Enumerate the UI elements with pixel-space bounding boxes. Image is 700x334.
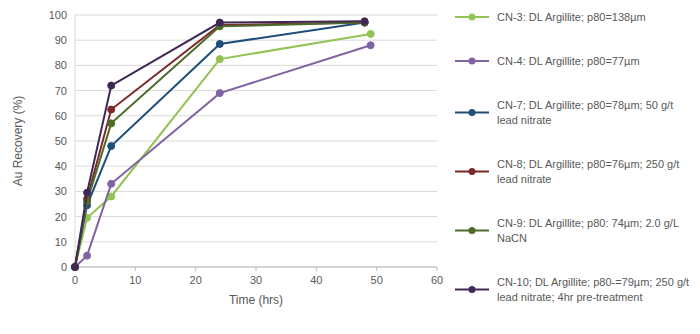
series-point	[367, 42, 374, 49]
series-line	[75, 21, 365, 267]
x-tick-label: 40	[310, 274, 322, 286]
series-line	[75, 34, 371, 267]
grid-line	[75, 216, 437, 217]
grid-line	[75, 65, 437, 66]
x-tick	[437, 267, 438, 271]
legend-label-line: CN-4: DL Argillite; p80=77µm	[497, 55, 640, 67]
grid-line	[75, 40, 437, 41]
grid-line	[75, 90, 437, 91]
x-tick	[135, 267, 136, 271]
legend-label-line: CN-8; DL Argillite; p80=76µm; 250 g/t	[497, 158, 679, 170]
series-point	[72, 264, 79, 271]
y-tick-label: 90	[55, 34, 67, 46]
series-point	[216, 90, 223, 97]
y-tick-label: 40	[55, 160, 67, 172]
series-point	[108, 180, 115, 187]
grid-line	[75, 191, 437, 192]
series-point	[72, 264, 79, 271]
series-point	[84, 252, 91, 259]
legend-label: CN-8; DL Argillite; p80=76µm; 250 g/t lea…	[497, 158, 679, 185]
series-point	[72, 264, 79, 271]
legend-label-line: CN-7; DL Argillite; p80=78µm; 50 g/t	[497, 99, 673, 111]
series-point	[72, 264, 79, 271]
series-point	[367, 30, 374, 37]
x-tick-label: 0	[72, 274, 78, 286]
legend-marker	[469, 286, 476, 293]
series-point	[108, 82, 115, 89]
x-tick-label: 30	[250, 274, 262, 286]
x-tick-label: 10	[129, 274, 141, 286]
chart: 0 10 20 30 40 50 60 70 80 90 100 0 10 20 30 40 50 60 Time …	[0, 0, 700, 334]
legend-marker	[469, 58, 476, 65]
series-point	[216, 56, 223, 63]
y-axis-title: Au Recovery (%)	[11, 96, 25, 187]
y-tick-label: 20	[55, 211, 67, 223]
x-tick	[316, 267, 317, 271]
x-tick-label: 60	[431, 274, 443, 286]
legend-label: CN-7; DL Argillite; p80=78µm; 50 g/t lead…	[497, 99, 673, 126]
x-tick	[195, 267, 196, 271]
x-tick-label: 50	[371, 274, 383, 286]
y-axis-line	[75, 15, 76, 267]
legend-marker	[469, 14, 476, 21]
series-point	[108, 143, 115, 150]
grid-line	[75, 241, 437, 242]
y-tick-label: 80	[55, 59, 67, 71]
legend-label: CN-3: DL Argillite; p80=138µm	[497, 11, 646, 23]
x-tick	[376, 267, 377, 271]
legend-label-line: lead nitrate	[497, 114, 551, 126]
grid-line	[75, 115, 437, 116]
legend-marker	[469, 109, 476, 116]
grid-line	[75, 15, 437, 16]
series-point	[72, 264, 79, 271]
legend-label-line: CN-9: DL Argillite; p80: 74µm; 2.0 g/L	[497, 217, 679, 229]
legend-label-line: CN-3: DL Argillite; p80=138µm	[497, 11, 646, 23]
x-tick	[256, 267, 257, 271]
legend-label-line: NaCN	[497, 232, 527, 244]
series-line	[75, 23, 365, 267]
y-tick-label: 10	[55, 236, 67, 248]
series-point	[216, 19, 223, 26]
grid-line	[75, 141, 437, 142]
y-tick-label: 30	[55, 185, 67, 197]
y-tick-label: 100	[49, 9, 67, 21]
legend-marker	[469, 168, 476, 175]
series-line	[75, 45, 371, 267]
series-point	[108, 106, 115, 113]
x-axis-title: Time (hrs)	[229, 293, 283, 307]
series-point	[361, 18, 368, 25]
legend-label-line: lead nitrate	[497, 173, 551, 185]
series-point	[216, 40, 223, 47]
series-point	[84, 189, 91, 196]
y-tick-label: 50	[55, 135, 67, 147]
legend-label: CN-10; DL Argillite; p80-=79µm; 250 g/t l…	[497, 276, 689, 303]
y-tick-label: 60	[55, 110, 67, 122]
legend-label-line: CN-10; DL Argillite; p80-=79µm; 250 g/t	[497, 276, 689, 288]
y-tick-label: 0	[61, 261, 67, 273]
series-point	[108, 120, 115, 127]
series-point	[72, 264, 79, 271]
plot-area	[72, 18, 375, 271]
legend-label: CN-9: DL Argillite; p80: 74µm; 2.0 g/L Na…	[497, 217, 679, 244]
legend-marker	[469, 227, 476, 234]
legend-label-line: lead nitrate; 4hr pre-treatment	[497, 291, 643, 303]
grid-line	[75, 166, 437, 167]
series-line	[75, 23, 365, 267]
x-tick-label: 20	[190, 274, 202, 286]
series-line	[75, 23, 365, 267]
legend-label: CN-4: DL Argillite; p80=77µm	[497, 55, 640, 67]
y-tick-label: 70	[55, 85, 67, 97]
